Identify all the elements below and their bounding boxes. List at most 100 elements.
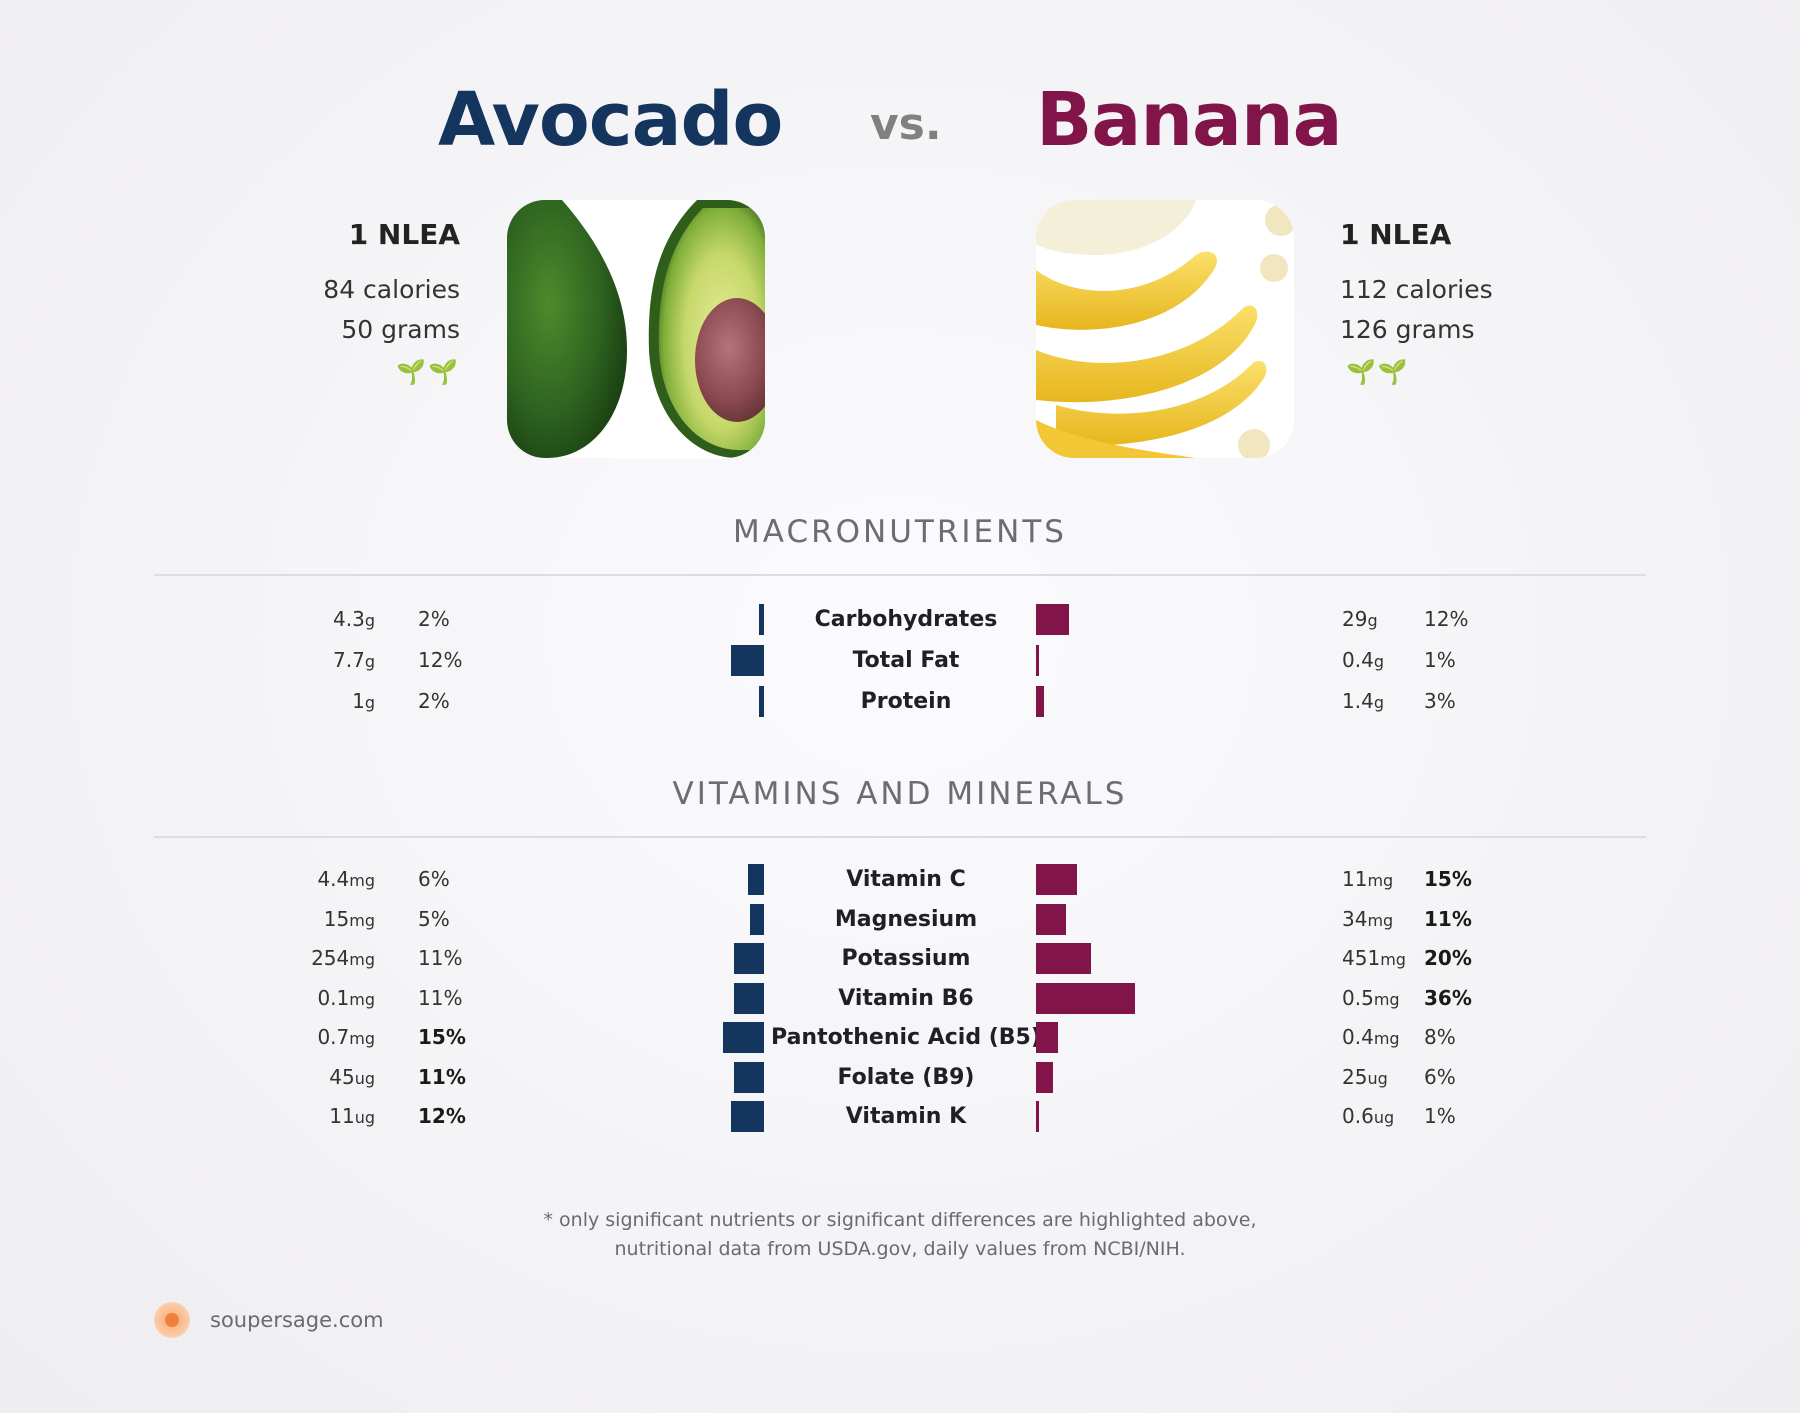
footnote-line-1: * only significant nutrients or signific… [543,1209,1257,1231]
banana-bar [1036,982,1135,1014]
avocado-bar [733,1061,764,1093]
nutrient-amount: 1g [285,687,375,717]
avocado-daily-value: 11% [418,1064,466,1089]
nutrient-amount: 0.4mg [1342,1023,1432,1053]
nutrient-label: Vitamin C [846,867,966,892]
nutrient-amount: 4.4mg [285,865,375,895]
amount-value: 45 [329,1064,355,1089]
amount-value: 0.4 [1342,648,1374,672]
amount-unit: mg [349,871,375,890]
nutrient-label: Magnesium [834,906,978,932]
amount-value: 1 [352,689,365,713]
vitamins-title: VITAMINS AND MINERALS [672,776,1128,812]
amount-unit: g [1367,611,1378,630]
brand-link[interactable]: soupersage.com [210,1308,384,1332]
amount-unit: ug [1367,1068,1388,1088]
banana-daily-value: 20% [1424,946,1472,970]
amount-unit: g [364,652,375,671]
nutrient-label: Carbohydrates [814,607,998,632]
nutrient-label: Vitamin K [845,1104,967,1129]
nutrient-amount: 34mg [1342,905,1432,935]
banana-bar [1036,864,1078,895]
macronutrients-title: MACRONUTRIENTS [733,514,1067,550]
nutrient-amount: 0.1mg [285,984,375,1014]
avocado-daily-value: 12% [418,648,463,672]
nutrient-amount: 7.7g [285,646,375,676]
amount-unit: mg [349,1029,375,1048]
amount-value: 15 [323,906,350,931]
amount-value: 4.4 [317,867,350,891]
avocado-illustration [507,200,765,458]
nutrient-amount: 4.3g [285,605,375,635]
nutrient-amount: 254mg [285,944,375,974]
banana-daily-value: 3% [1424,689,1456,713]
avocado-bar [733,943,764,974]
banana-bar [1036,1061,1053,1093]
amount-value: 254 [311,946,350,970]
nutrient-label: Potassium [841,946,971,971]
sprout-icon: 🌱🌱 [1346,358,1410,386]
food-b-title: Banana [1036,77,1343,163]
avocado-bar [722,1022,764,1053]
amount-value: 0.6 [1342,1104,1374,1128]
nutrient-amount: 25ug [1342,1063,1432,1093]
amount-unit: mg [1367,871,1394,890]
amount-unit: g [1373,693,1384,712]
nutrient-amount: 11mg [1342,865,1432,895]
amount-value: 29 [1342,607,1368,631]
amount-value: 4.3 [333,607,365,631]
food-b-grams: 126 grams [1340,315,1475,344]
banana-bar [1036,645,1039,676]
soupersage-logo-icon [154,1302,190,1338]
banana-daily-value: 8% [1424,1025,1456,1049]
nutrient-amount: 0.6ug [1342,1102,1432,1132]
food-a-title: Avocado [438,77,783,163]
banana-bar [1036,1101,1039,1132]
amount-unit: mg [349,989,375,1009]
nutrient-label: Protein [860,689,952,714]
amount-unit: mg [1367,910,1394,930]
nutrient-amount: 0.4g [1342,646,1432,676]
nutrient-amount: 451mg [1342,944,1432,974]
banana-photo [1036,200,1294,458]
avocado-bar [750,903,764,935]
nutrient-amount: 45ug [285,1063,375,1093]
amount-value: 0.4 [1342,1025,1374,1049]
avocado-bar [731,645,764,676]
nutrient-label: Total Fat [852,648,960,673]
footnote-line-2: nutritional data from USDA.gov, daily va… [614,1238,1186,1260]
banana-bar [1036,686,1045,717]
banana-daily-value: 1% [1424,1104,1456,1128]
amount-unit: g [364,611,375,630]
amount-value: 0.5 [1342,985,1374,1010]
amount-value: 7.7 [333,648,365,672]
avocado-bar [733,982,764,1014]
avocado-bar [758,686,764,717]
banana-daily-value: 1% [1424,648,1456,672]
banana-bar [1036,1022,1058,1053]
amount-value: 11 [329,1104,355,1128]
avocado-bar [731,1101,764,1132]
amount-value: 25 [1342,1064,1368,1089]
amount-unit: ug [354,1108,375,1127]
amount-unit: mg [1380,950,1406,969]
nutrient-amount: 0.7mg [285,1023,375,1053]
food-b-calories: 112 calories [1340,275,1493,304]
nutrient-label: Pantothenic Acid (B5) [771,1025,1041,1050]
amount-value: 1.4 [1342,689,1374,713]
amount-unit: mg [1373,989,1400,1009]
amount-unit: ug [1373,1108,1395,1127]
amount-value: 34 [1342,906,1368,931]
avocado-daily-value: 12% [418,1104,466,1128]
banana-daily-value: 15% [1424,867,1472,891]
nutrient-amount: 29g [1342,605,1432,635]
nutrient-label: Vitamin B6 [838,985,974,1011]
banana-daily-value: 11% [1424,906,1472,931]
food-a-serving: 1 NLEA [348,218,460,251]
food-a-grams: 50 grams [341,315,460,344]
amount-unit: mg [1373,1029,1400,1048]
avocado-bar [758,604,764,635]
avocado-daily-value: 2% [418,689,450,713]
amount-value: 0.1 [317,985,350,1010]
avocado-photo [507,200,765,458]
